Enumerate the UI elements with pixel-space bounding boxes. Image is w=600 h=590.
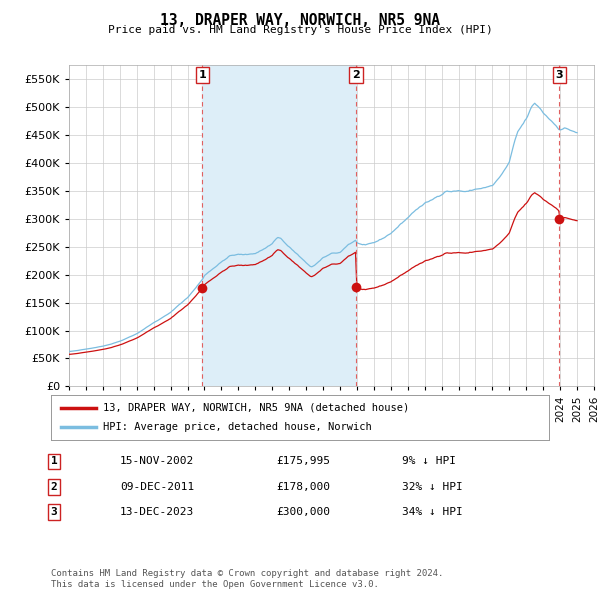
Text: Contains HM Land Registry data © Crown copyright and database right 2024.
This d: Contains HM Land Registry data © Crown c… (51, 569, 443, 589)
Text: Price paid vs. HM Land Registry's House Price Index (HPI): Price paid vs. HM Land Registry's House … (107, 25, 493, 35)
Text: 32% ↓ HPI: 32% ↓ HPI (402, 482, 463, 491)
Text: £300,000: £300,000 (276, 507, 330, 517)
Text: 13-DEC-2023: 13-DEC-2023 (120, 507, 194, 517)
Text: 2: 2 (50, 482, 58, 491)
Text: 1: 1 (199, 70, 206, 80)
Text: 9% ↓ HPI: 9% ↓ HPI (402, 457, 456, 466)
Text: HPI: Average price, detached house, Norwich: HPI: Average price, detached house, Norw… (103, 422, 372, 432)
Text: £175,995: £175,995 (276, 457, 330, 466)
Text: 3: 3 (50, 507, 58, 517)
Text: 1: 1 (50, 457, 58, 466)
Bar (202, 65, 356, 386)
Text: £178,000: £178,000 (276, 482, 330, 491)
Text: 3: 3 (556, 70, 563, 80)
Text: 13, DRAPER WAY, NORWICH, NR5 9NA: 13, DRAPER WAY, NORWICH, NR5 9NA (160, 13, 440, 28)
Text: 09-DEC-2011: 09-DEC-2011 (120, 482, 194, 491)
Text: 13, DRAPER WAY, NORWICH, NR5 9NA (detached house): 13, DRAPER WAY, NORWICH, NR5 9NA (detach… (103, 403, 410, 412)
Text: 15-NOV-2002: 15-NOV-2002 (120, 457, 194, 466)
Text: 2: 2 (352, 70, 360, 80)
Text: 34% ↓ HPI: 34% ↓ HPI (402, 507, 463, 517)
